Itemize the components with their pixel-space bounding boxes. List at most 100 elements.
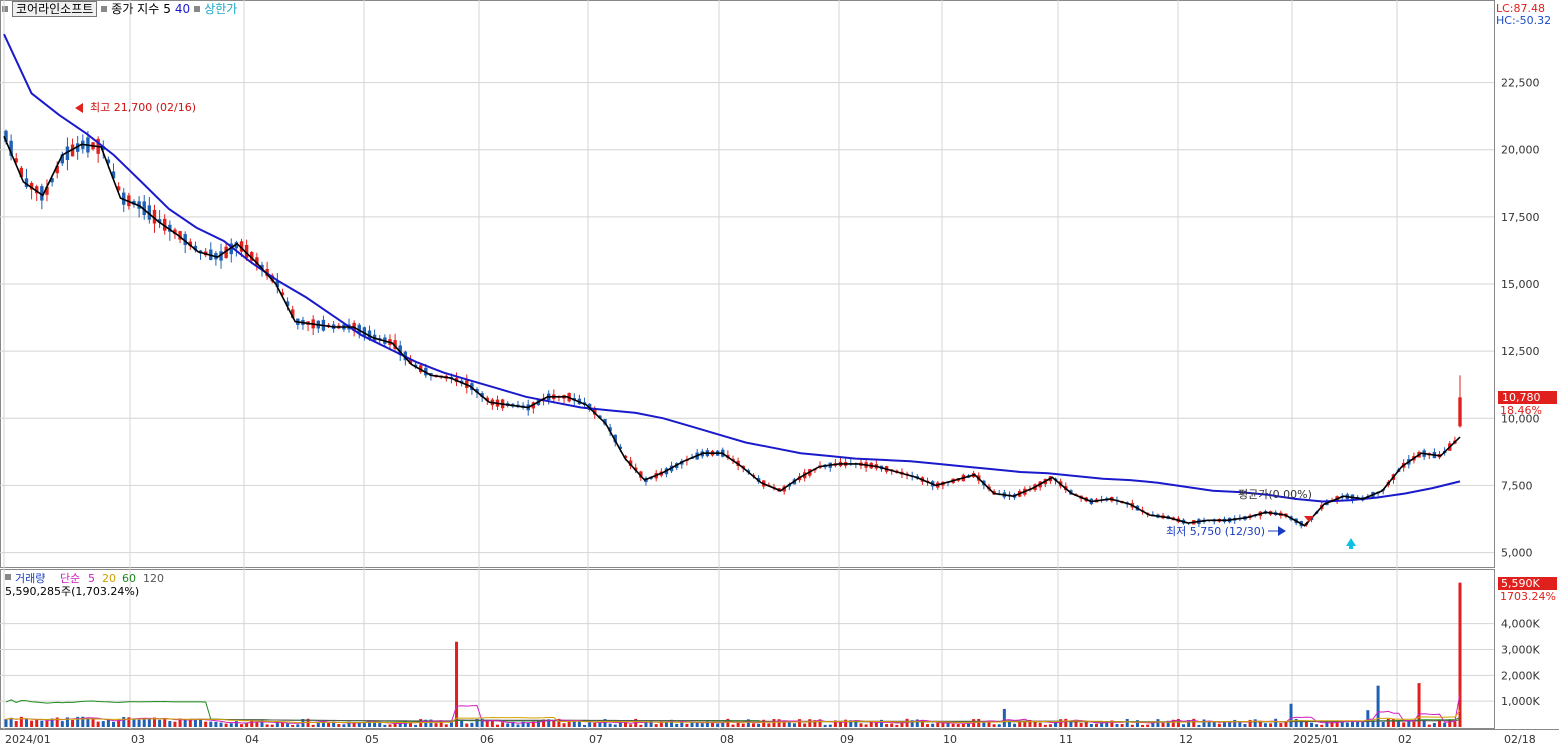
volume-bar xyxy=(280,721,284,727)
volume-bar xyxy=(1161,722,1165,727)
volume-bar xyxy=(1258,720,1262,727)
candle-body xyxy=(111,171,116,179)
volume-bar xyxy=(265,724,269,727)
volume-bar xyxy=(813,720,817,727)
lc-label: LC:87.48 xyxy=(1496,2,1545,15)
volume-bar xyxy=(142,718,146,727)
candle-body xyxy=(593,409,597,415)
volume-bar xyxy=(1064,718,1068,727)
volume-bar xyxy=(470,722,474,727)
volume-bar xyxy=(572,719,576,727)
volume-bar xyxy=(240,724,244,727)
candle xyxy=(142,195,146,220)
volume-bar xyxy=(86,717,90,727)
volume-bar xyxy=(1407,721,1411,727)
volume-bar xyxy=(1294,718,1298,727)
volume-bar xyxy=(711,722,715,727)
volume-bar xyxy=(803,723,807,727)
volume-bar xyxy=(844,719,848,727)
candle xyxy=(634,463,638,474)
candle-body xyxy=(147,205,152,220)
volume-square-icon xyxy=(5,574,11,580)
volume-bar xyxy=(649,720,653,727)
volume-bar xyxy=(1376,685,1380,727)
volume-bar xyxy=(741,723,745,727)
volume-bar xyxy=(926,724,930,727)
candle-body xyxy=(618,446,623,449)
volume-bar xyxy=(1084,721,1088,727)
volume-tick-label: 1,000K xyxy=(1501,695,1540,708)
volume-ma-60-line xyxy=(5,699,1461,723)
candle-body xyxy=(480,393,484,398)
candle xyxy=(1432,448,1437,459)
candle-body xyxy=(183,234,187,246)
candle-body xyxy=(613,434,617,443)
candle xyxy=(188,238,193,250)
volume-bar xyxy=(1315,724,1319,727)
volume-bar xyxy=(1120,724,1124,727)
volume-bar xyxy=(792,723,796,727)
low-annotation: 최저 5,750 (12/30) xyxy=(1166,525,1265,538)
candle-body xyxy=(75,143,80,152)
x-tick-label: 12 xyxy=(1179,733,1193,746)
volume-bar xyxy=(424,719,428,727)
volume-bar xyxy=(1018,722,1022,727)
volume-bar xyxy=(1238,722,1242,727)
volume-bar xyxy=(583,724,587,727)
volume-bar xyxy=(890,723,894,727)
volume-bar xyxy=(531,721,535,727)
grid xyxy=(0,0,1494,729)
candle-body xyxy=(19,167,24,178)
volume-bar xyxy=(516,724,520,727)
volume-bar xyxy=(1274,718,1278,727)
volume-period-20: 20 xyxy=(102,572,116,585)
volume-bar xyxy=(1069,720,1073,727)
candle-body xyxy=(116,186,121,191)
volume-bar xyxy=(1105,720,1109,727)
volume-bar xyxy=(480,718,484,727)
volume-bar xyxy=(1438,720,1442,727)
high-annotation: 최고 21,700 (02/16) xyxy=(90,101,196,114)
volume-bar xyxy=(659,721,663,727)
candle-body xyxy=(60,154,65,164)
volume-ma-20-line xyxy=(5,709,1461,724)
volume-bar xyxy=(188,718,192,727)
volume-bar xyxy=(874,722,878,727)
x-tick-label: 06 xyxy=(480,733,494,746)
stock-name[interactable]: 코어라인소프트 xyxy=(12,1,98,17)
candle-body xyxy=(628,460,633,467)
volume-bar xyxy=(449,720,453,727)
x-tick-label: 2024/01 xyxy=(5,733,51,746)
volume-title[interactable]: 거래량 xyxy=(15,572,45,585)
volume-bar xyxy=(403,721,407,727)
volume-bar xyxy=(1284,721,1288,727)
volume-bar xyxy=(19,716,23,727)
volume-bar xyxy=(798,719,802,727)
volume-bar xyxy=(495,724,499,727)
volume-bar xyxy=(1074,721,1078,727)
volume-bar xyxy=(1182,724,1186,727)
price-badge-value: 10,780 xyxy=(1502,391,1541,404)
volume-bar xyxy=(1038,722,1042,727)
indicator-label[interactable]: 종가 지수 xyxy=(111,2,160,16)
candle-body xyxy=(163,218,167,231)
volume-bar xyxy=(603,719,607,727)
volume-bar xyxy=(1458,582,1462,727)
candle-body xyxy=(1458,397,1462,427)
volume-badge xyxy=(1498,577,1557,590)
volume-bar xyxy=(1202,719,1206,727)
header-square-icon xyxy=(2,6,8,12)
volume-bar xyxy=(168,721,172,727)
ma-long-label: 40 xyxy=(174,2,191,16)
candle xyxy=(849,459,853,466)
x-tick-label: 02 xyxy=(1398,733,1412,746)
candle-body xyxy=(24,178,29,188)
volume-bar xyxy=(1432,723,1436,727)
volume-bar xyxy=(106,719,110,727)
volume-bar xyxy=(951,723,955,727)
x-tick-label: 08 xyxy=(720,733,734,746)
volume-bar xyxy=(670,719,674,727)
price-tick-label: 12,500 xyxy=(1501,345,1540,358)
volume-bar xyxy=(1350,721,1354,727)
